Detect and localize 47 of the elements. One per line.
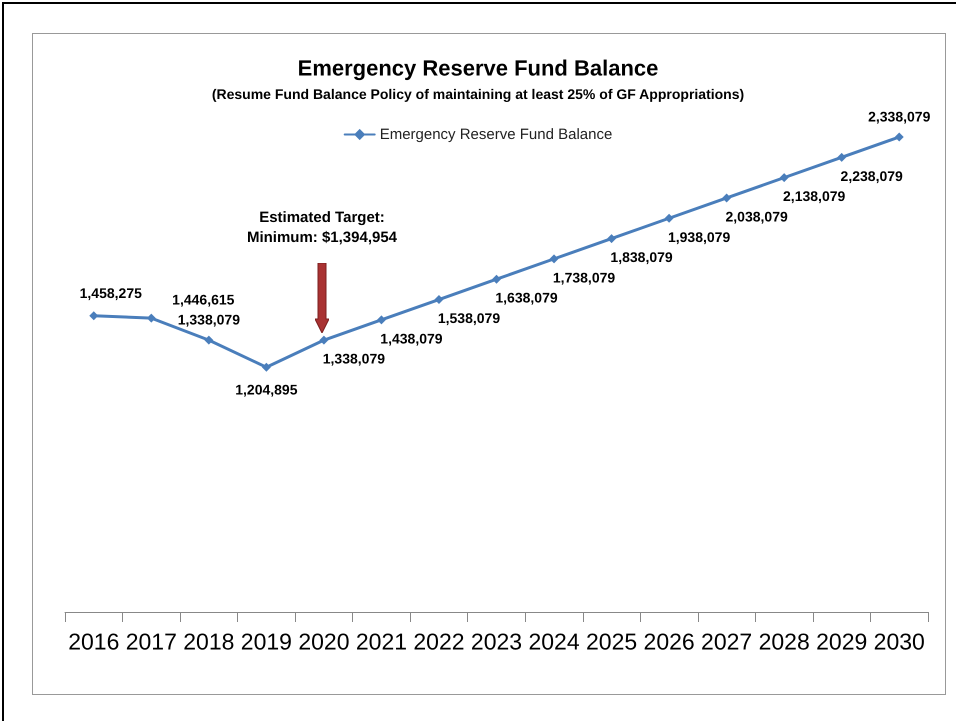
x-tick-label: 2027 bbox=[701, 628, 752, 654]
point bbox=[204, 336, 214, 345]
x-tick-label: 2025 bbox=[586, 628, 638, 654]
data-label: 1,204,895 bbox=[235, 382, 298, 398]
point bbox=[492, 274, 501, 284]
point bbox=[664, 214, 674, 223]
data-label: 1,938,079 bbox=[668, 228, 730, 245]
x-tick-label: 2029 bbox=[816, 628, 868, 654]
x-tick-label: 2023 bbox=[470, 628, 522, 654]
x-tick-label: 2030 bbox=[874, 628, 925, 654]
data-label: 1,638,079 bbox=[495, 290, 558, 306]
chart-subtitle: (Resume Fund Balance Policy of maintaining at least 25% of GF Appropriations) bbox=[212, 86, 744, 102]
x-tick-label: 2016 bbox=[68, 628, 120, 654]
data-label: 1,838,079 bbox=[610, 249, 673, 266]
legend-label: Emergency Reserve Fund Balance bbox=[380, 126, 612, 143]
x-tick-label: 2021 bbox=[356, 628, 408, 654]
point bbox=[607, 234, 616, 244]
point bbox=[722, 193, 732, 202]
x-tick-label: 2028 bbox=[758, 628, 810, 654]
data-label: 1,438,079 bbox=[380, 330, 443, 346]
data-label: 1,446,615 bbox=[172, 292, 235, 308]
point bbox=[550, 254, 559, 264]
point bbox=[837, 152, 846, 162]
point bbox=[780, 173, 789, 182]
data-label: 1,458,275 bbox=[80, 285, 142, 302]
data-label: 2,338,079 bbox=[868, 108, 931, 124]
x-tick-label: 2022 bbox=[413, 628, 465, 654]
chart-title: Emergency Reserve Fund Balance bbox=[298, 56, 658, 80]
x-tick-label: 2024 bbox=[528, 628, 580, 654]
x-tick-label: 2026 bbox=[644, 628, 695, 654]
point bbox=[262, 362, 271, 372]
x-tick-label: 2020 bbox=[298, 628, 350, 654]
x-tick-label: 2019 bbox=[240, 628, 292, 654]
point bbox=[894, 132, 904, 142]
x-tick-label: 2017 bbox=[126, 628, 177, 654]
point bbox=[319, 336, 328, 345]
data-label: 2,038,079 bbox=[725, 208, 788, 224]
data-label: 2,138,079 bbox=[783, 188, 846, 204]
data-label: 1,338,079 bbox=[322, 350, 386, 367]
annotation: Estimated Target: Minimum: $1,394,954 bbox=[246, 208, 398, 248]
data-label: 1,338,079 bbox=[178, 312, 240, 328]
data-label: 2,238,079 bbox=[840, 168, 904, 184]
data-label: 1,738,079 bbox=[552, 269, 616, 286]
point bbox=[376, 315, 386, 324]
point bbox=[434, 295, 444, 304]
x-tick-label: 2018 bbox=[183, 628, 234, 654]
data-label: 1,538,079 bbox=[438, 310, 500, 326]
